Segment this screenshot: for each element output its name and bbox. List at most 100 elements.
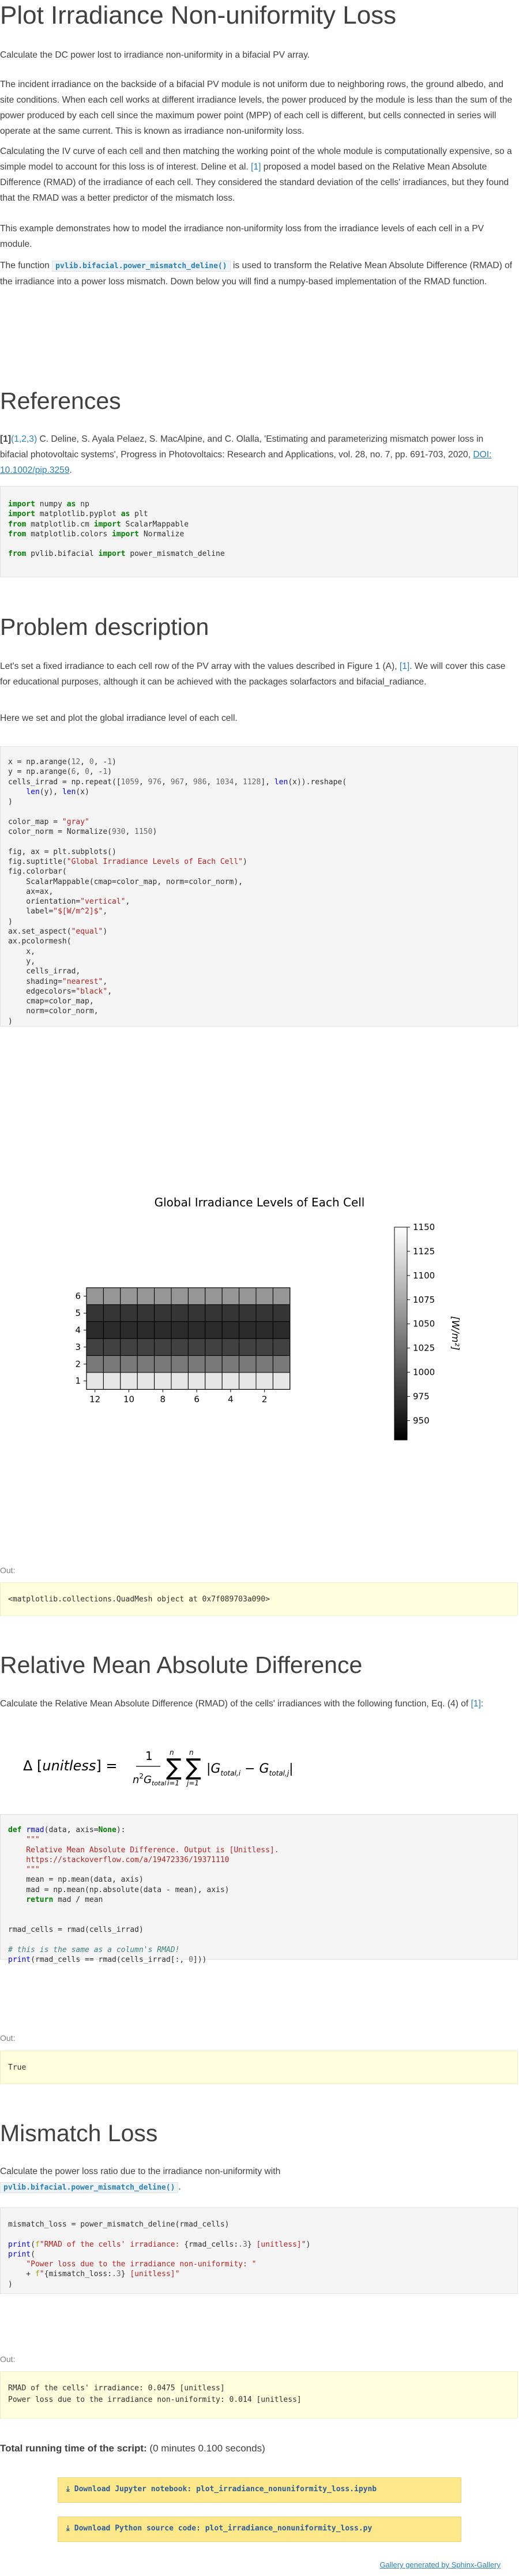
api-link-power-mismatch[interactable]: pvlib.bifacial.power_mismatch_deline() bbox=[52, 261, 231, 272]
heatmap-cell bbox=[137, 1338, 155, 1356]
svg-text:n2Gtotal: n2Gtotal bbox=[133, 1772, 166, 1787]
heatmap-cell bbox=[239, 1338, 257, 1356]
download-notebook-button[interactable]: ⤓ Download Jupyter notebook: plot_irradia… bbox=[58, 2477, 461, 2503]
heatmap-cell bbox=[154, 1355, 172, 1373]
y-tick-label: 5 bbox=[75, 1308, 81, 1318]
problem-paragraph-1-text-a: Let's set a fixed irradiance to each cel… bbox=[0, 661, 397, 671]
mismatch-paragraph-end: . bbox=[178, 2182, 181, 2192]
heatmap-cell bbox=[171, 1321, 189, 1339]
download-python-button[interactable]: ⤓ Download Python source code: plot_irrad… bbox=[58, 2517, 461, 2542]
download-notebook-label: Download Jupyter notebook: plot_irradian… bbox=[74, 2485, 377, 2494]
heatmap-cell bbox=[205, 1304, 223, 1322]
page-title: Plot Irradiance Non-uniformity Loss bbox=[0, 1, 397, 29]
colorbar-tick-label: 1125 bbox=[413, 1246, 435, 1257]
heatmap-cell bbox=[120, 1321, 138, 1339]
heatmap-cell bbox=[137, 1304, 155, 1322]
heatmap-cell bbox=[171, 1372, 189, 1390]
reference-link[interactable]: [1] bbox=[399, 661, 410, 671]
heatmap-cell bbox=[154, 1287, 172, 1305]
reference-text: C. Deline, S. Ayala Pelaez, S. MacAlpine… bbox=[0, 434, 484, 460]
api-link-power-mismatch[interactable]: pvlib.bifacial.power_mismatch_deline() bbox=[0, 2182, 179, 2193]
heatmap-cell bbox=[86, 1355, 104, 1373]
heatmap-cell bbox=[120, 1304, 138, 1322]
heatmap-cell bbox=[187, 1355, 206, 1373]
heatmap-cell bbox=[221, 1287, 240, 1305]
plot-frame bbox=[86, 1287, 291, 1390]
heatmap-cell bbox=[187, 1287, 206, 1305]
colorbar-label: [W/m²] bbox=[449, 1316, 461, 1350]
svg-text:n: n bbox=[170, 1748, 174, 1757]
intro-paragraph-5-text-a: The function bbox=[0, 261, 50, 270]
colorbar-tick-label: 1150 bbox=[413, 1222, 435, 1232]
heatmap-cell bbox=[137, 1287, 155, 1305]
heatmap-cell bbox=[171, 1304, 189, 1322]
doi-link[interactable]: DOI: 10.1002/pip.3259 bbox=[0, 450, 492, 475]
heatmap-cell bbox=[272, 1304, 291, 1322]
code-block-mismatch: mismatch_loss = power_mismatch_deline(rm… bbox=[0, 2208, 518, 2294]
output-label: Out: bbox=[0, 1566, 16, 1575]
gallery-link[interactable]: Gallery generated by Sphinx-Gallery bbox=[379, 2560, 501, 2569]
reference-end: . bbox=[69, 465, 72, 475]
svg-text:j=1: j=1 bbox=[186, 1779, 199, 1787]
code-imports: import numpy as np import matplotlib.pyp… bbox=[8, 500, 225, 559]
heatmap-cell bbox=[187, 1321, 206, 1339]
heatmap-cell bbox=[187, 1304, 206, 1322]
y-tick-label: 1 bbox=[75, 1376, 81, 1386]
output-label: Out: bbox=[0, 2355, 16, 2364]
heatmap-cell bbox=[154, 1338, 172, 1356]
colorbar-tick-label: 1000 bbox=[413, 1367, 435, 1378]
output-block-2: True bbox=[0, 2051, 518, 2084]
heatmap-cell bbox=[120, 1287, 138, 1305]
runtime-line: Total running time of the script: (0 min… bbox=[0, 2443, 265, 2454]
rmad-heading: Relative Mean Absolute Difference bbox=[0, 1652, 363, 1678]
heatmap-cell bbox=[205, 1355, 223, 1373]
x-tick-label: 4 bbox=[228, 1394, 234, 1404]
output-line-1: RMAD of the cells' irradiance: 0.0475 [u… bbox=[8, 2384, 225, 2393]
colorbar-tick-label: 1025 bbox=[413, 1343, 435, 1353]
y-tick-label: 3 bbox=[75, 1342, 81, 1352]
x-tick-label: 12 bbox=[89, 1394, 100, 1404]
colorbar bbox=[394, 1227, 408, 1441]
download-python-label: Download Python source code: plot_irradi… bbox=[74, 2524, 373, 2533]
svg-text:|Gtotal,i − Gtotal,j|: |Gtotal,i − Gtotal,j| bbox=[206, 1762, 294, 1777]
heatmap-cell bbox=[239, 1355, 257, 1373]
intro-paragraph-1: Calculate the DC power lost to irradianc… bbox=[0, 50, 310, 60]
heatmap-cell bbox=[239, 1372, 257, 1390]
output-block-3: RMAD of the cells' irradiance: 0.0475 [u… bbox=[0, 2371, 518, 2419]
heatmap-cell bbox=[272, 1338, 291, 1356]
heatmap-cell bbox=[221, 1355, 240, 1373]
output-label: Out: bbox=[0, 2033, 16, 2043]
heatmap-cell bbox=[86, 1372, 104, 1390]
heatmap-cell bbox=[103, 1372, 121, 1390]
heatmap-cell bbox=[154, 1304, 172, 1322]
heatmap-cell bbox=[137, 1355, 155, 1373]
code-block-imports: import numpy as np import matplotlib.pyp… bbox=[0, 486, 518, 577]
reference-backlinks[interactable]: (1,2,3) bbox=[11, 434, 37, 444]
code-rmad: def rmad(data, axis=None): """ Relative … bbox=[8, 1826, 279, 1964]
mismatch-paragraph: Calculate the power loss ratio due to th… bbox=[0, 2164, 513, 2195]
problem-paragraph-1-text-b: . We will cover this case for educationa… bbox=[0, 661, 506, 687]
heatmap-cell bbox=[103, 1321, 121, 1339]
rmad-equation: Δ [unitless] = 1 n2Gtotal ∑ n i=1 ∑ n j=… bbox=[23, 1748, 294, 1787]
heatmap-cell bbox=[154, 1321, 172, 1339]
reference-link[interactable]: [1] bbox=[251, 162, 261, 172]
heatmap-cell bbox=[272, 1355, 291, 1373]
download-icon: ⤓ bbox=[66, 2485, 70, 2494]
heatmap-cell bbox=[187, 1372, 206, 1390]
heatmap-cell bbox=[86, 1338, 104, 1356]
runtime-label: Total running time of the script: bbox=[0, 2443, 147, 2454]
heatmap-cell bbox=[272, 1372, 291, 1390]
mismatch-paragraph-text: Calculate the power loss ratio due to th… bbox=[0, 2167, 281, 2176]
heatmap-cell bbox=[171, 1355, 189, 1373]
heatmap-cell bbox=[86, 1287, 104, 1305]
heatmap-cell bbox=[205, 1321, 223, 1339]
mismatch-heading: Mismatch Loss bbox=[0, 2120, 158, 2146]
colorbar-tick-label: 1075 bbox=[413, 1295, 435, 1305]
colorbar-tick-label: 975 bbox=[413, 1392, 430, 1402]
heatmap-cell bbox=[221, 1304, 240, 1322]
heatmap-cell bbox=[239, 1287, 257, 1305]
intro-paragraph-3-text-b: proposed a model based on the Relative M… bbox=[0, 162, 509, 203]
reference-link[interactable]: [1] bbox=[471, 1699, 481, 1709]
heatmap-cell bbox=[103, 1287, 121, 1305]
heatmap-cell bbox=[86, 1304, 104, 1322]
